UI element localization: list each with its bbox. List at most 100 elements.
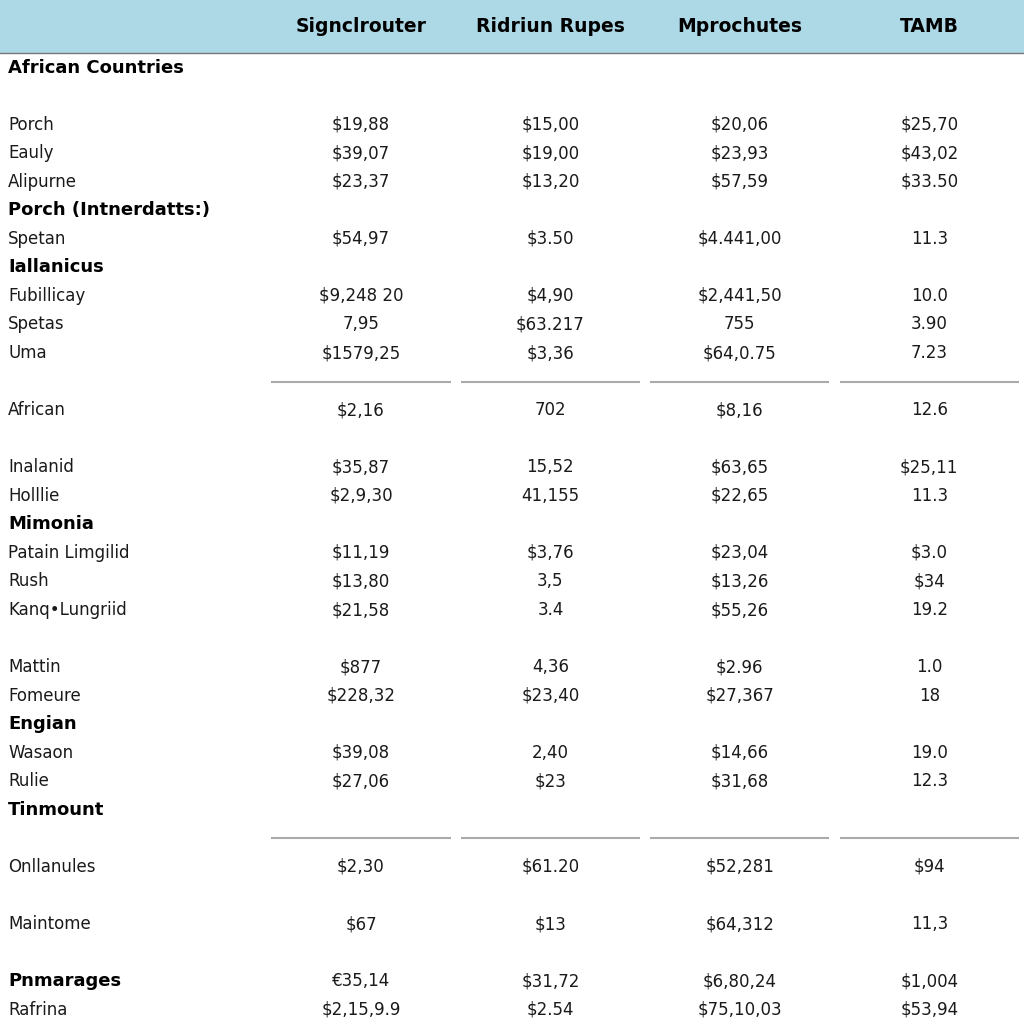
Text: $52,281: $52,281 <box>706 858 774 876</box>
Text: $23,40: $23,40 <box>521 687 580 705</box>
Text: $4.441,00: $4.441,00 <box>697 229 782 248</box>
Text: $57,59: $57,59 <box>711 173 769 190</box>
Text: Mimonia: Mimonia <box>8 515 94 534</box>
Text: 702: 702 <box>535 401 566 419</box>
Text: 11.3: 11.3 <box>910 486 948 505</box>
Text: $6,80,24: $6,80,24 <box>702 972 777 990</box>
Text: $55,26: $55,26 <box>711 601 769 618</box>
Text: $4,90: $4,90 <box>526 287 574 305</box>
Text: Ridriun Rupes: Ridriun Rupes <box>476 17 625 36</box>
Text: 19.0: 19.0 <box>910 743 948 762</box>
Text: $2,15,9.9: $2,15,9.9 <box>322 1000 400 1019</box>
Text: $3.0: $3.0 <box>910 544 948 562</box>
Text: $9,248 20: $9,248 20 <box>318 287 403 305</box>
Text: 755: 755 <box>724 315 756 334</box>
Text: Spetas: Spetas <box>8 315 65 334</box>
Text: $228,32: $228,32 <box>327 687 395 705</box>
Text: $13,20: $13,20 <box>521 173 580 190</box>
Text: 3.4: 3.4 <box>538 601 563 618</box>
Text: $13,26: $13,26 <box>711 572 769 591</box>
Text: $1579,25: $1579,25 <box>322 344 400 362</box>
Text: Uma: Uma <box>8 344 47 362</box>
Text: $23,37: $23,37 <box>332 173 390 190</box>
Text: African: African <box>8 401 67 419</box>
Text: 11,3: 11,3 <box>910 915 948 933</box>
Text: Wasaon: Wasaon <box>8 743 74 762</box>
Text: Eauly: Eauly <box>8 144 53 162</box>
Text: 12.6: 12.6 <box>910 401 948 419</box>
Text: Patain Limgilid: Patain Limgilid <box>8 544 130 562</box>
Text: 10.0: 10.0 <box>910 287 948 305</box>
Text: 7.23: 7.23 <box>910 344 948 362</box>
Text: $2,441,50: $2,441,50 <box>697 287 782 305</box>
Text: 3,5: 3,5 <box>538 572 563 591</box>
Text: Pnmarages: Pnmarages <box>8 972 121 990</box>
Text: $23: $23 <box>535 772 566 791</box>
Text: Fubillicay: Fubillicay <box>8 287 85 305</box>
Text: $3,76: $3,76 <box>526 544 574 562</box>
Text: $2.54: $2.54 <box>526 1000 574 1019</box>
Text: $33.50: $33.50 <box>900 173 958 190</box>
Text: $14,66: $14,66 <box>711 743 769 762</box>
Text: $3,36: $3,36 <box>526 344 574 362</box>
Text: 2,40: 2,40 <box>531 743 569 762</box>
Text: $2,16: $2,16 <box>337 401 385 419</box>
Text: 18: 18 <box>919 687 940 705</box>
Text: $3.50: $3.50 <box>526 229 574 248</box>
Text: 4,36: 4,36 <box>531 658 569 676</box>
Text: Onllanules: Onllanules <box>8 858 95 876</box>
Text: $21,58: $21,58 <box>332 601 390 618</box>
Text: $54,97: $54,97 <box>332 229 390 248</box>
Text: Tinmount: Tinmount <box>8 801 104 819</box>
Text: $39,07: $39,07 <box>332 144 390 162</box>
Text: Rush: Rush <box>8 572 49 591</box>
Text: 11.3: 11.3 <box>910 229 948 248</box>
Text: Fomeure: Fomeure <box>8 687 81 705</box>
Text: Kanq•Lungriid: Kanq•Lungriid <box>8 601 127 618</box>
Text: $94: $94 <box>913 858 945 876</box>
Text: $15,00: $15,00 <box>521 116 580 133</box>
Text: $8,16: $8,16 <box>716 401 764 419</box>
Text: $63.217: $63.217 <box>516 315 585 334</box>
Text: $23,93: $23,93 <box>711 144 769 162</box>
Text: $13: $13 <box>535 915 566 933</box>
Text: Mattin: Mattin <box>8 658 60 676</box>
Text: $39,08: $39,08 <box>332 743 390 762</box>
Text: $2,30: $2,30 <box>337 858 385 876</box>
Text: Porch (Intnerdatts:): Porch (Intnerdatts:) <box>8 202 210 219</box>
Text: Inalanid: Inalanid <box>8 459 74 476</box>
Text: 7,95: 7,95 <box>342 315 380 334</box>
Text: $19,88: $19,88 <box>332 116 390 133</box>
Text: Rulie: Rulie <box>8 772 49 791</box>
Text: $75,10,03: $75,10,03 <box>697 1000 782 1019</box>
Text: $64,0.75: $64,0.75 <box>702 344 777 362</box>
Text: 41,155: 41,155 <box>521 486 580 505</box>
Text: $31,72: $31,72 <box>521 972 580 990</box>
Text: Porch: Porch <box>8 116 54 133</box>
Text: $2,9,30: $2,9,30 <box>329 486 393 505</box>
Text: $22,65: $22,65 <box>711 486 769 505</box>
Text: $27,367: $27,367 <box>706 687 774 705</box>
Text: Iallanicus: Iallanicus <box>8 258 104 276</box>
Text: Signclrouter: Signclrouter <box>296 17 426 36</box>
Text: $2.96: $2.96 <box>716 658 764 676</box>
Text: $20,06: $20,06 <box>711 116 769 133</box>
Text: Alipurne: Alipurne <box>8 173 77 190</box>
Text: $67: $67 <box>345 915 377 933</box>
Text: €35,14: €35,14 <box>332 972 390 990</box>
Text: 19.2: 19.2 <box>910 601 948 618</box>
Text: Holllie: Holllie <box>8 486 59 505</box>
Text: $64,312: $64,312 <box>706 915 774 933</box>
Text: $35,87: $35,87 <box>332 459 390 476</box>
Text: $19,00: $19,00 <box>521 144 580 162</box>
Text: $53,94: $53,94 <box>900 1000 958 1019</box>
Text: Rafrina: Rafrina <box>8 1000 68 1019</box>
Text: $61.20: $61.20 <box>521 858 580 876</box>
Text: $877: $877 <box>340 658 382 676</box>
Text: $25,70: $25,70 <box>900 116 958 133</box>
Text: Spetan: Spetan <box>8 229 67 248</box>
Text: $1,004: $1,004 <box>900 972 958 990</box>
Text: $25,11: $25,11 <box>900 459 958 476</box>
Text: $43,02: $43,02 <box>900 144 958 162</box>
Text: 1.0: 1.0 <box>916 658 942 676</box>
